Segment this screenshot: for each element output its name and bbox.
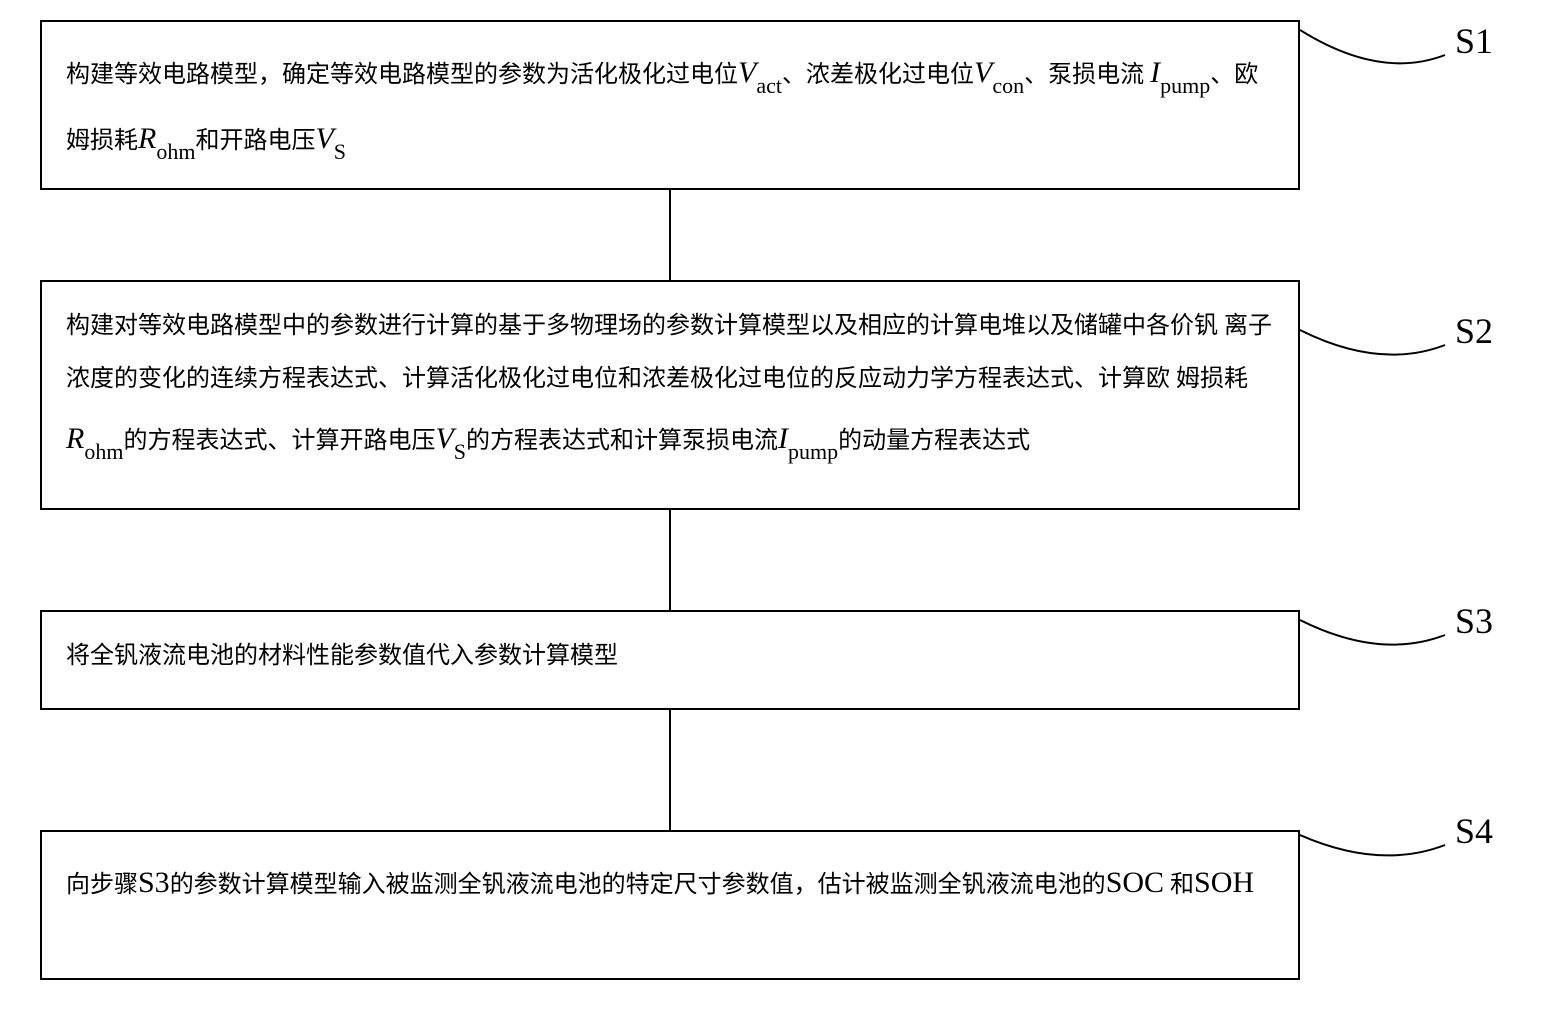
s1-text-part1: 构建等效电路模型，确定等效电路模型的参数为活化极化过电位 [66, 62, 738, 88]
formula-i-pump-2: Ipump [778, 422, 838, 455]
s3-text: 将全钒液流电池的材料性能参数值代入参数计算模型 [66, 643, 618, 669]
step-s2-text: 构建对等效电路模型中的参数进行计算的基于多物理场的参数计算模型以及相应的计算电堆… [66, 300, 1274, 472]
s4-term-soh: SOH [1194, 866, 1254, 899]
connector-s3-s4 [669, 710, 671, 830]
s4-text-b: 的参数计算模型输入被监测全钒液流电池的特定尺寸参数值，估计被监测全钒液流电池的 [170, 872, 1106, 898]
formula-r-ohm-2: Rohm [66, 422, 123, 455]
callout-line-s1 [1300, 20, 1460, 100]
s2-line1: 构建对等效电路模型中的参数进行计算的基于多物理场的参数计算模型以及相应的计算电堆… [66, 313, 1218, 339]
s2-line3b: 的方程表达式、计算开路电压 [123, 428, 435, 454]
formula-r-ohm: Rohm [138, 122, 195, 155]
formula-i-pump: Ipump [1150, 56, 1210, 89]
s4-term-soc: SOC [1106, 866, 1164, 899]
callout-line-s4 [1300, 810, 1460, 890]
s2-line3c: 的方程表达式和计算泵损电流 [466, 428, 778, 454]
step-s4: 向步骤S3的参数计算模型输入被监测全钒液流电池的特定尺寸参数值，估计被监测全钒液… [40, 830, 1300, 980]
connector-s1-s2 [669, 190, 671, 280]
step-s1-text: 构建等效电路模型，确定等效电路模型的参数为活化极化过电位Vact、浓差极化过电位… [66, 40, 1274, 173]
s4-text-c: 和 [1170, 872, 1194, 898]
label-s2: S2 [1455, 310, 1493, 352]
s1-text-part3: 、泵损电流 [1024, 62, 1144, 88]
formula-v-act: Vact [738, 56, 782, 89]
step-s1: 构建等效电路模型，确定等效电路模型的参数为活化极化过电位Vact、浓差极化过电位… [40, 20, 1300, 190]
step-s3-text: 将全钒液流电池的材料性能参数值代入参数计算模型 [66, 630, 1274, 683]
formula-v-s: VS [315, 122, 346, 155]
s2-line3d: 的动量方程表达式 [838, 428, 1030, 454]
step-s3: 将全钒液流电池的材料性能参数值代入参数计算模型 [40, 610, 1300, 710]
step-s2: 构建对等效电路模型中的参数进行计算的基于多物理场的参数计算模型以及相应的计算电堆… [40, 280, 1300, 510]
formula-v-con: Vcon [974, 56, 1024, 89]
s4-term-s3: S3 [138, 866, 170, 899]
callout-line-s2 [1300, 300, 1460, 380]
step-s4-text: 向步骤S3的参数计算模型输入被监测全钒液流电池的特定尺寸参数值，估计被监测全钒液… [66, 850, 1274, 916]
connector-s2-s3 [669, 510, 671, 610]
flowchart-container: 构建等效电路模型，确定等效电路模型的参数为活化极化过电位Vact、浓差极化过电位… [0, 0, 1544, 1034]
label-s1: S1 [1455, 20, 1493, 62]
label-s4: S4 [1455, 810, 1493, 852]
s2-line3a: 姆损耗 [1176, 366, 1248, 392]
s1-text-part5: 和开路电压 [195, 128, 315, 154]
s4-text-a: 向步骤 [66, 872, 138, 898]
callout-line-s3 [1300, 590, 1460, 670]
formula-v-s-2: VS [435, 422, 466, 455]
label-s3: S3 [1455, 600, 1493, 642]
s1-text-part2: 、浓差极化过电位 [782, 62, 974, 88]
